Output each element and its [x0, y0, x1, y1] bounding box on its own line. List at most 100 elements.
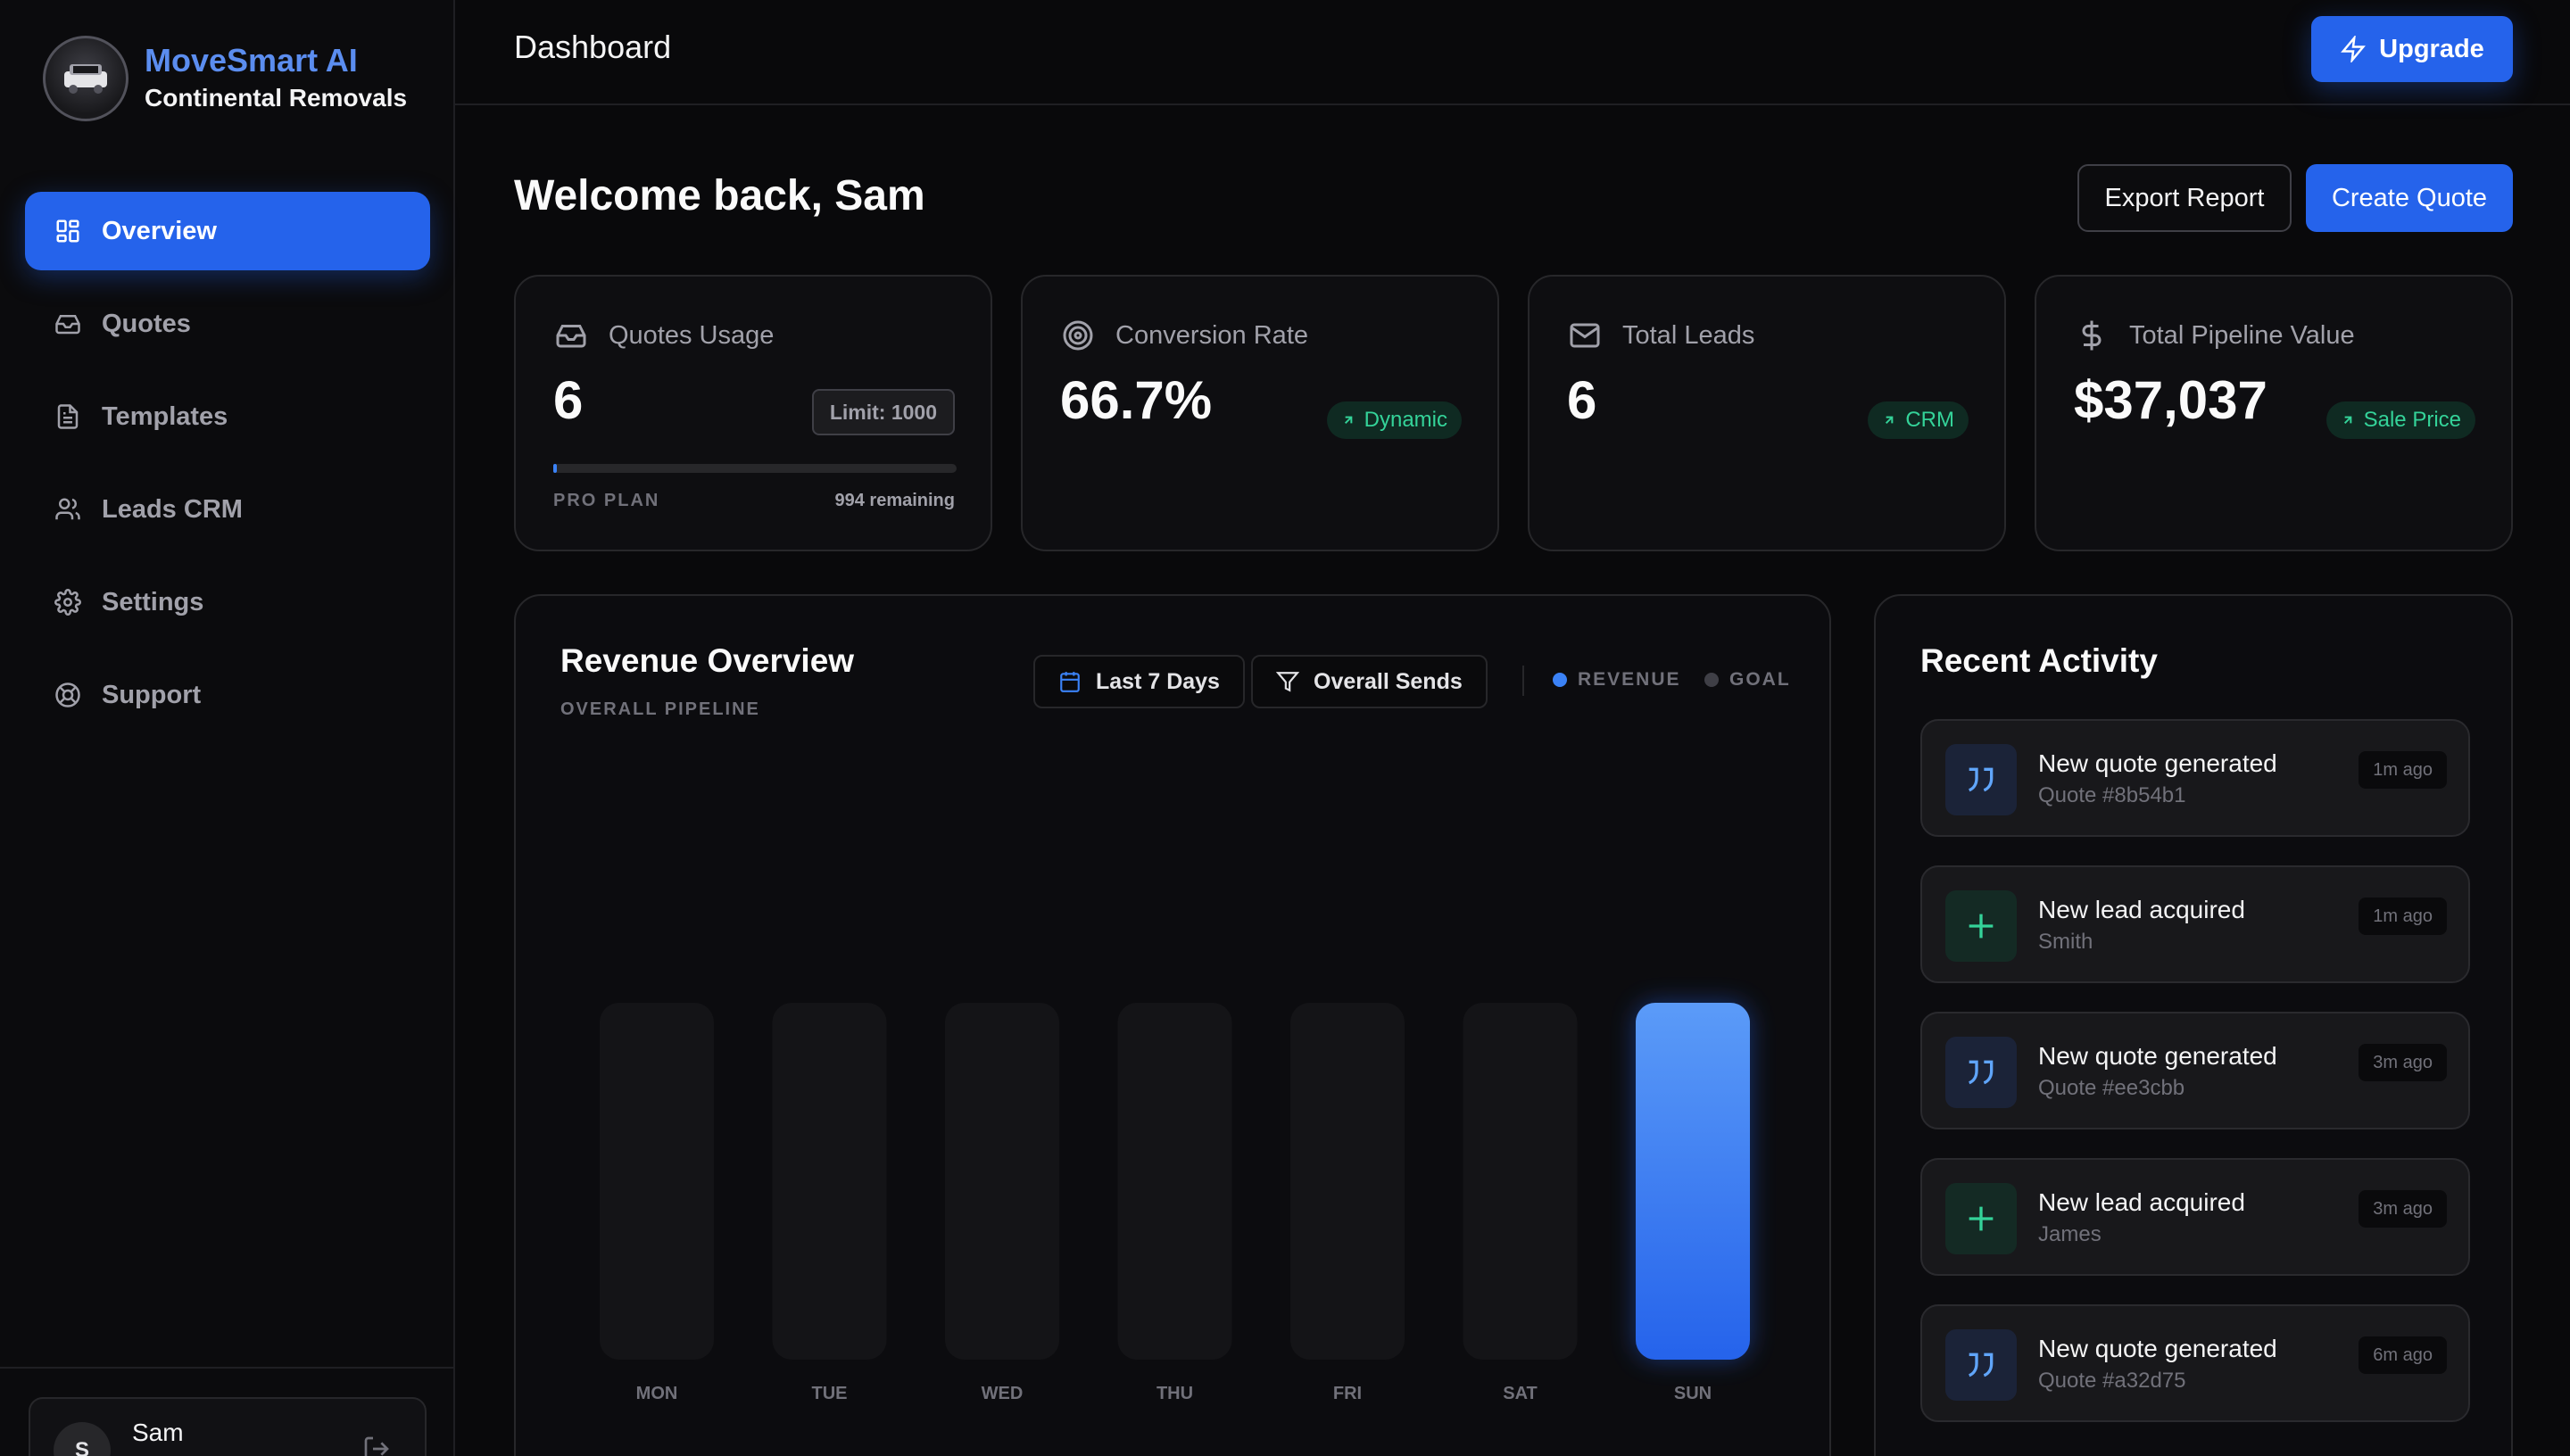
activity-time: 6m ago [2359, 1336, 2447, 1374]
brand[interactable]: MoveSmart AI Continental Removals [43, 36, 407, 121]
sidebar-item-quotes[interactable]: Quotes [25, 285, 430, 363]
activity-title-text: New quote generated [2038, 1042, 2277, 1070]
date-range-button[interactable]: Last 7 Days [1033, 655, 1245, 708]
quote-icon [1945, 1329, 2017, 1401]
usage-progress-track [553, 464, 957, 473]
trend-badge-label: CRM [1905, 408, 1954, 432]
activity-time: 3m ago [2359, 1190, 2447, 1228]
revenue-overview-panel: MON TUE WED THU FRI SAT SUN Revenue Overview O… [514, 594, 1831, 1456]
sidebar-item-support[interactable]: Support [25, 656, 430, 734]
users-icon [54, 495, 82, 524]
user-area: S Sam [0, 1367, 453, 1456]
sidebar-nav: Overview Quotes Templates Leads CRM Sett… [25, 192, 430, 749]
logout-icon[interactable] [362, 1435, 394, 1456]
arrow-up-right-icon [2343, 416, 2351, 425]
brand-subtitle: Continental Removals [145, 84, 408, 112]
activity-title-text: New lead acquired [2038, 896, 2245, 923]
bar-track [1463, 1003, 1578, 1360]
file-icon [54, 402, 82, 431]
stat-card-total-pipeline-value: Total Pipeline Value $37,037 Sale Price [2035, 275, 2513, 551]
bar-track [1117, 1003, 1232, 1360]
bar-sun[interactable] [1636, 1003, 1750, 1360]
x-tick-label: SAT [1503, 1384, 1538, 1403]
activity-item[interactable]: New quote generated Quote #ee3cbb 3m ago [1920, 1012, 2470, 1129]
x-tick-label: THU [1156, 1384, 1193, 1403]
user-card[interactable]: S Sam [29, 1397, 427, 1456]
plus-icon [1945, 1183, 2017, 1254]
welcome-heading: Welcome back, Sam [514, 172, 925, 219]
trend-badge-label: Sale Price [2363, 408, 2461, 432]
activity-time: 3m ago [2359, 1044, 2447, 1081]
activity-item[interactable]: New lead acquired James 3m ago [1920, 1158, 2470, 1276]
stat-value: 6 [1567, 370, 1597, 430]
legend-label: GOAL [1729, 669, 1791, 690]
trend-badge: CRM [1868, 401, 1969, 439]
sidebar-item-label: Leads CRM [102, 494, 243, 524]
activity-detail: Quote #8b54b1 [2038, 783, 2186, 807]
stat-card-conversion-rate: Conversion Rate 66.7% Dynamic [1021, 275, 1499, 551]
x-tick-label: FRI [1333, 1384, 1362, 1403]
stat-label: Total Pipeline Value [2129, 320, 2355, 350]
activity-detail: Quote #ee3cbb [2038, 1076, 2185, 1100]
trend-badge: Sale Price [2325, 401, 2475, 439]
legend-revenue: REVENUE [1553, 669, 1681, 691]
grid-icon [54, 217, 82, 245]
sidebar-item-overview[interactable]: Overview [25, 192, 430, 270]
activity-item[interactable]: New quote generated Quote #a32d75 6m ago [1920, 1304, 2470, 1422]
gear-icon [54, 588, 82, 616]
remaining-label: 994 remaining [834, 491, 955, 510]
x-tick-label: MON [636, 1384, 678, 1403]
sidebar-item-settings[interactable]: Settings [25, 563, 430, 641]
bar-track [945, 1003, 1059, 1360]
lightning-icon [2341, 36, 2367, 62]
filter-button[interactable]: Overall Sends [1251, 655, 1488, 708]
legend-goal: GOAL [1704, 669, 1791, 691]
brand-name: MoveSmart AI [145, 42, 358, 79]
bar-track [772, 1003, 887, 1360]
sidebar-item-label: Support [102, 680, 202, 709]
stat-label: Quotes Usage [609, 320, 775, 350]
avatar: S [54, 1422, 111, 1456]
activity-title-text: New quote generated [2038, 1335, 2277, 1362]
revenue-title: Revenue Overview [560, 642, 855, 679]
sidebar: MoveSmart AI Continental Removals Overvi… [0, 0, 455, 1456]
upgrade-label: Upgrade [2379, 34, 2484, 63]
stat-card-total-leads: Total Leads 6 CRM [1528, 275, 2006, 551]
topbar: Dashboard Upgrade [455, 0, 2570, 105]
target-icon [1060, 318, 1096, 353]
create-quote-button[interactable]: Create Quote [2306, 164, 2513, 232]
activity-detail: Smith [2038, 930, 2093, 954]
quote-icon [1945, 744, 2017, 815]
legend-dot [1553, 673, 1567, 687]
upgrade-button[interactable]: Upgrade [2311, 16, 2513, 82]
activity-item[interactable]: New quote generated Quote #8b54b1 1m ago [1920, 719, 2470, 837]
activity-title-text: New quote generated [2038, 749, 2277, 777]
x-tick-label: WED [982, 1384, 1024, 1403]
export-report-button[interactable]: Export Report [2077, 164, 2292, 232]
dollar-icon [2074, 318, 2110, 353]
stat-value: 6 [553, 370, 584, 430]
stat-value: $37,037 [2074, 370, 2267, 430]
sidebar-item-label: Overview [102, 216, 217, 245]
filter-icon [1276, 672, 1299, 692]
filter-label: Overall Sends [1314, 668, 1463, 694]
brand-logo [43, 36, 128, 121]
activity-detail: Quote #a32d75 [2038, 1369, 2186, 1393]
activity-detail: James [2038, 1222, 2102, 1246]
activity-item[interactable]: New lead acquired Smith 1m ago [1920, 865, 2470, 983]
inbox-icon [54, 310, 82, 338]
stat-value: 66.7% [1060, 370, 1213, 430]
sidebar-item-templates[interactable]: Templates [25, 377, 430, 456]
stat-label: Conversion Rate [1115, 320, 1308, 350]
sidebar-item-label: Settings [102, 587, 204, 616]
lifebuoy-icon [54, 681, 82, 709]
trend-badge-label: Dynamic [1364, 408, 1447, 432]
legend-label: REVENUE [1578, 669, 1681, 690]
activity-title-text: New lead acquired [2038, 1188, 2245, 1216]
sidebar-item-leads-crm[interactable]: Leads CRM [25, 470, 430, 549]
calendar-icon [1060, 672, 1080, 692]
bar-track [600, 1003, 714, 1360]
activity-time: 1m ago [2359, 751, 2447, 789]
limit-badge: Limit: 1000 [811, 389, 955, 435]
bar-track [1290, 1003, 1405, 1360]
